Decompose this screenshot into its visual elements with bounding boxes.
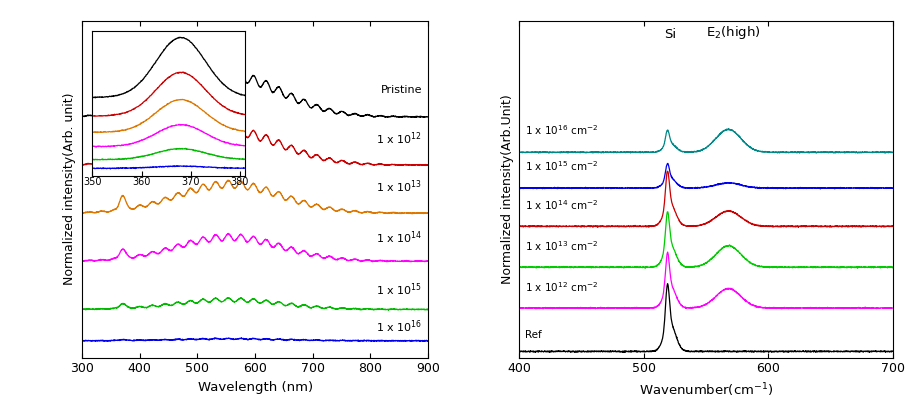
Y-axis label: Normalized intensity(Arb.Unit): Normalized intensity(Arb.Unit) [501, 94, 514, 284]
Text: 1 x 10$^{12}$: 1 x 10$^{12}$ [376, 130, 423, 147]
Y-axis label: Normalized intensity(Arb. unit): Normalized intensity(Arb. unit) [64, 93, 77, 285]
Text: Ref: Ref [526, 330, 542, 339]
X-axis label: Wavenumber(cm$^{-1}$): Wavenumber(cm$^{-1}$) [639, 381, 773, 399]
Text: 1 x 10$^{13}$: 1 x 10$^{13}$ [376, 178, 423, 195]
X-axis label: Wavelength (nm): Wavelength (nm) [198, 381, 312, 394]
Text: 1 x 10$^{13}$ cm$^{-2}$: 1 x 10$^{13}$ cm$^{-2}$ [526, 239, 599, 253]
Text: 1 x 10$^{14}$: 1 x 10$^{14}$ [376, 229, 423, 245]
Text: 1 x 10$^{16}$: 1 x 10$^{16}$ [376, 318, 423, 335]
Text: 1 x 10$^{15}$: 1 x 10$^{15}$ [376, 281, 423, 298]
Text: Pristine: Pristine [381, 85, 423, 95]
Text: 1 x 10$^{12}$ cm$^{-2}$: 1 x 10$^{12}$ cm$^{-2}$ [526, 280, 599, 294]
Text: E$_2$(high): E$_2$(high) [706, 24, 761, 41]
Text: 1 x 10$^{16}$ cm$^{-2}$: 1 x 10$^{16}$ cm$^{-2}$ [526, 123, 599, 137]
Text: 1 x 10$^{14}$ cm$^{-2}$: 1 x 10$^{14}$ cm$^{-2}$ [526, 199, 599, 212]
Text: Si: Si [664, 28, 676, 41]
Text: 1 x 10$^{15}$ cm$^{-2}$: 1 x 10$^{15}$ cm$^{-2}$ [526, 159, 599, 173]
